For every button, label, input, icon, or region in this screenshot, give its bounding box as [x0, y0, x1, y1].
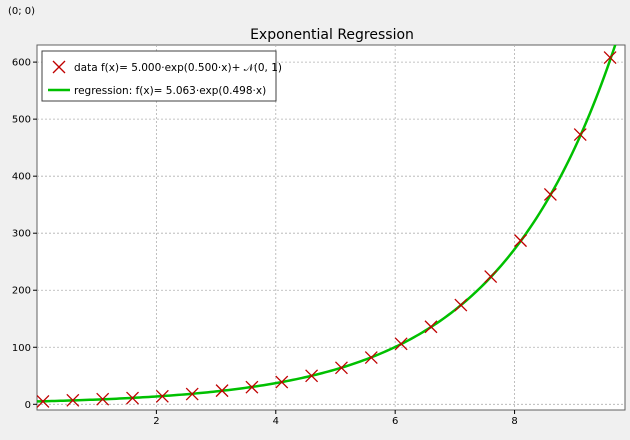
- y-tick-label: 400: [12, 172, 31, 183]
- y-tick-label: 200: [12, 286, 31, 297]
- data-markers-group: [37, 51, 617, 408]
- data-point-marker: [334, 361, 348, 375]
- data-point-marker: [454, 298, 468, 312]
- y-tick-label: 500: [12, 115, 31, 126]
- regression-line: [37, 45, 617, 403]
- data-point-marker: [96, 392, 110, 406]
- x-tick-label: 4: [273, 416, 279, 427]
- grid-lines: [37, 45, 625, 410]
- legend-label-regression: regression: f(x)= 5.063·exp(0.498·x): [74, 85, 266, 97]
- axes: 2 4 6 8 0 100 200 300 400 500 600: [12, 58, 518, 427]
- y-tick-label: 300: [12, 229, 31, 240]
- data-point-marker: [66, 393, 80, 407]
- data-point-marker: [215, 384, 229, 398]
- y-tick-label: 100: [12, 343, 31, 354]
- regression-line-group: [37, 45, 617, 403]
- legend-box: [41, 50, 277, 102]
- exponential-regression-chart[interactable]: Exponential Regression 2 4 6 8 0 100 200 300 400…: [0, 20, 630, 436]
- data-point-marker: [245, 380, 259, 394]
- data-point-marker: [424, 320, 438, 334]
- coordinate-readout: (0; 0): [8, 6, 36, 17]
- data-point-marker: [126, 391, 139, 405]
- data-point-marker: [155, 389, 169, 403]
- data-point-marker: [543, 187, 557, 201]
- data-point-marker: [305, 369, 319, 383]
- data-point-marker: [514, 234, 527, 248]
- legend: data f(x)= 5.000·exp(0.500·x)+ 𝒩(0, 1) r…: [41, 50, 282, 102]
- y-tick-label: 600: [12, 58, 31, 69]
- chart-title: Exponential Regression: [250, 27, 414, 43]
- data-point-marker: [603, 51, 617, 65]
- data-point-marker: [394, 337, 408, 351]
- x-tick-label: 6: [392, 416, 398, 427]
- x-tick-label: 8: [511, 416, 517, 427]
- data-point-marker: [484, 270, 498, 284]
- data-point-marker: [37, 394, 50, 408]
- data-point-marker: [573, 128, 587, 141]
- y-tick-label: 0: [25, 400, 31, 411]
- x-tick-label: 2: [153, 416, 159, 427]
- data-point-marker: [364, 351, 378, 364]
- plot-area[interactable]: [36, 44, 626, 411]
- data-point-marker: [185, 387, 199, 401]
- chart-container: Exponential Regression 2 4 6 8 0 100 200 300 400…: [0, 20, 630, 436]
- legend-marker-x-icon: [52, 60, 66, 74]
- data-point-marker: [275, 375, 289, 389]
- legend-label-data: data f(x)= 5.000·exp(0.500·x)+ 𝒩(0, 1): [74, 62, 282, 74]
